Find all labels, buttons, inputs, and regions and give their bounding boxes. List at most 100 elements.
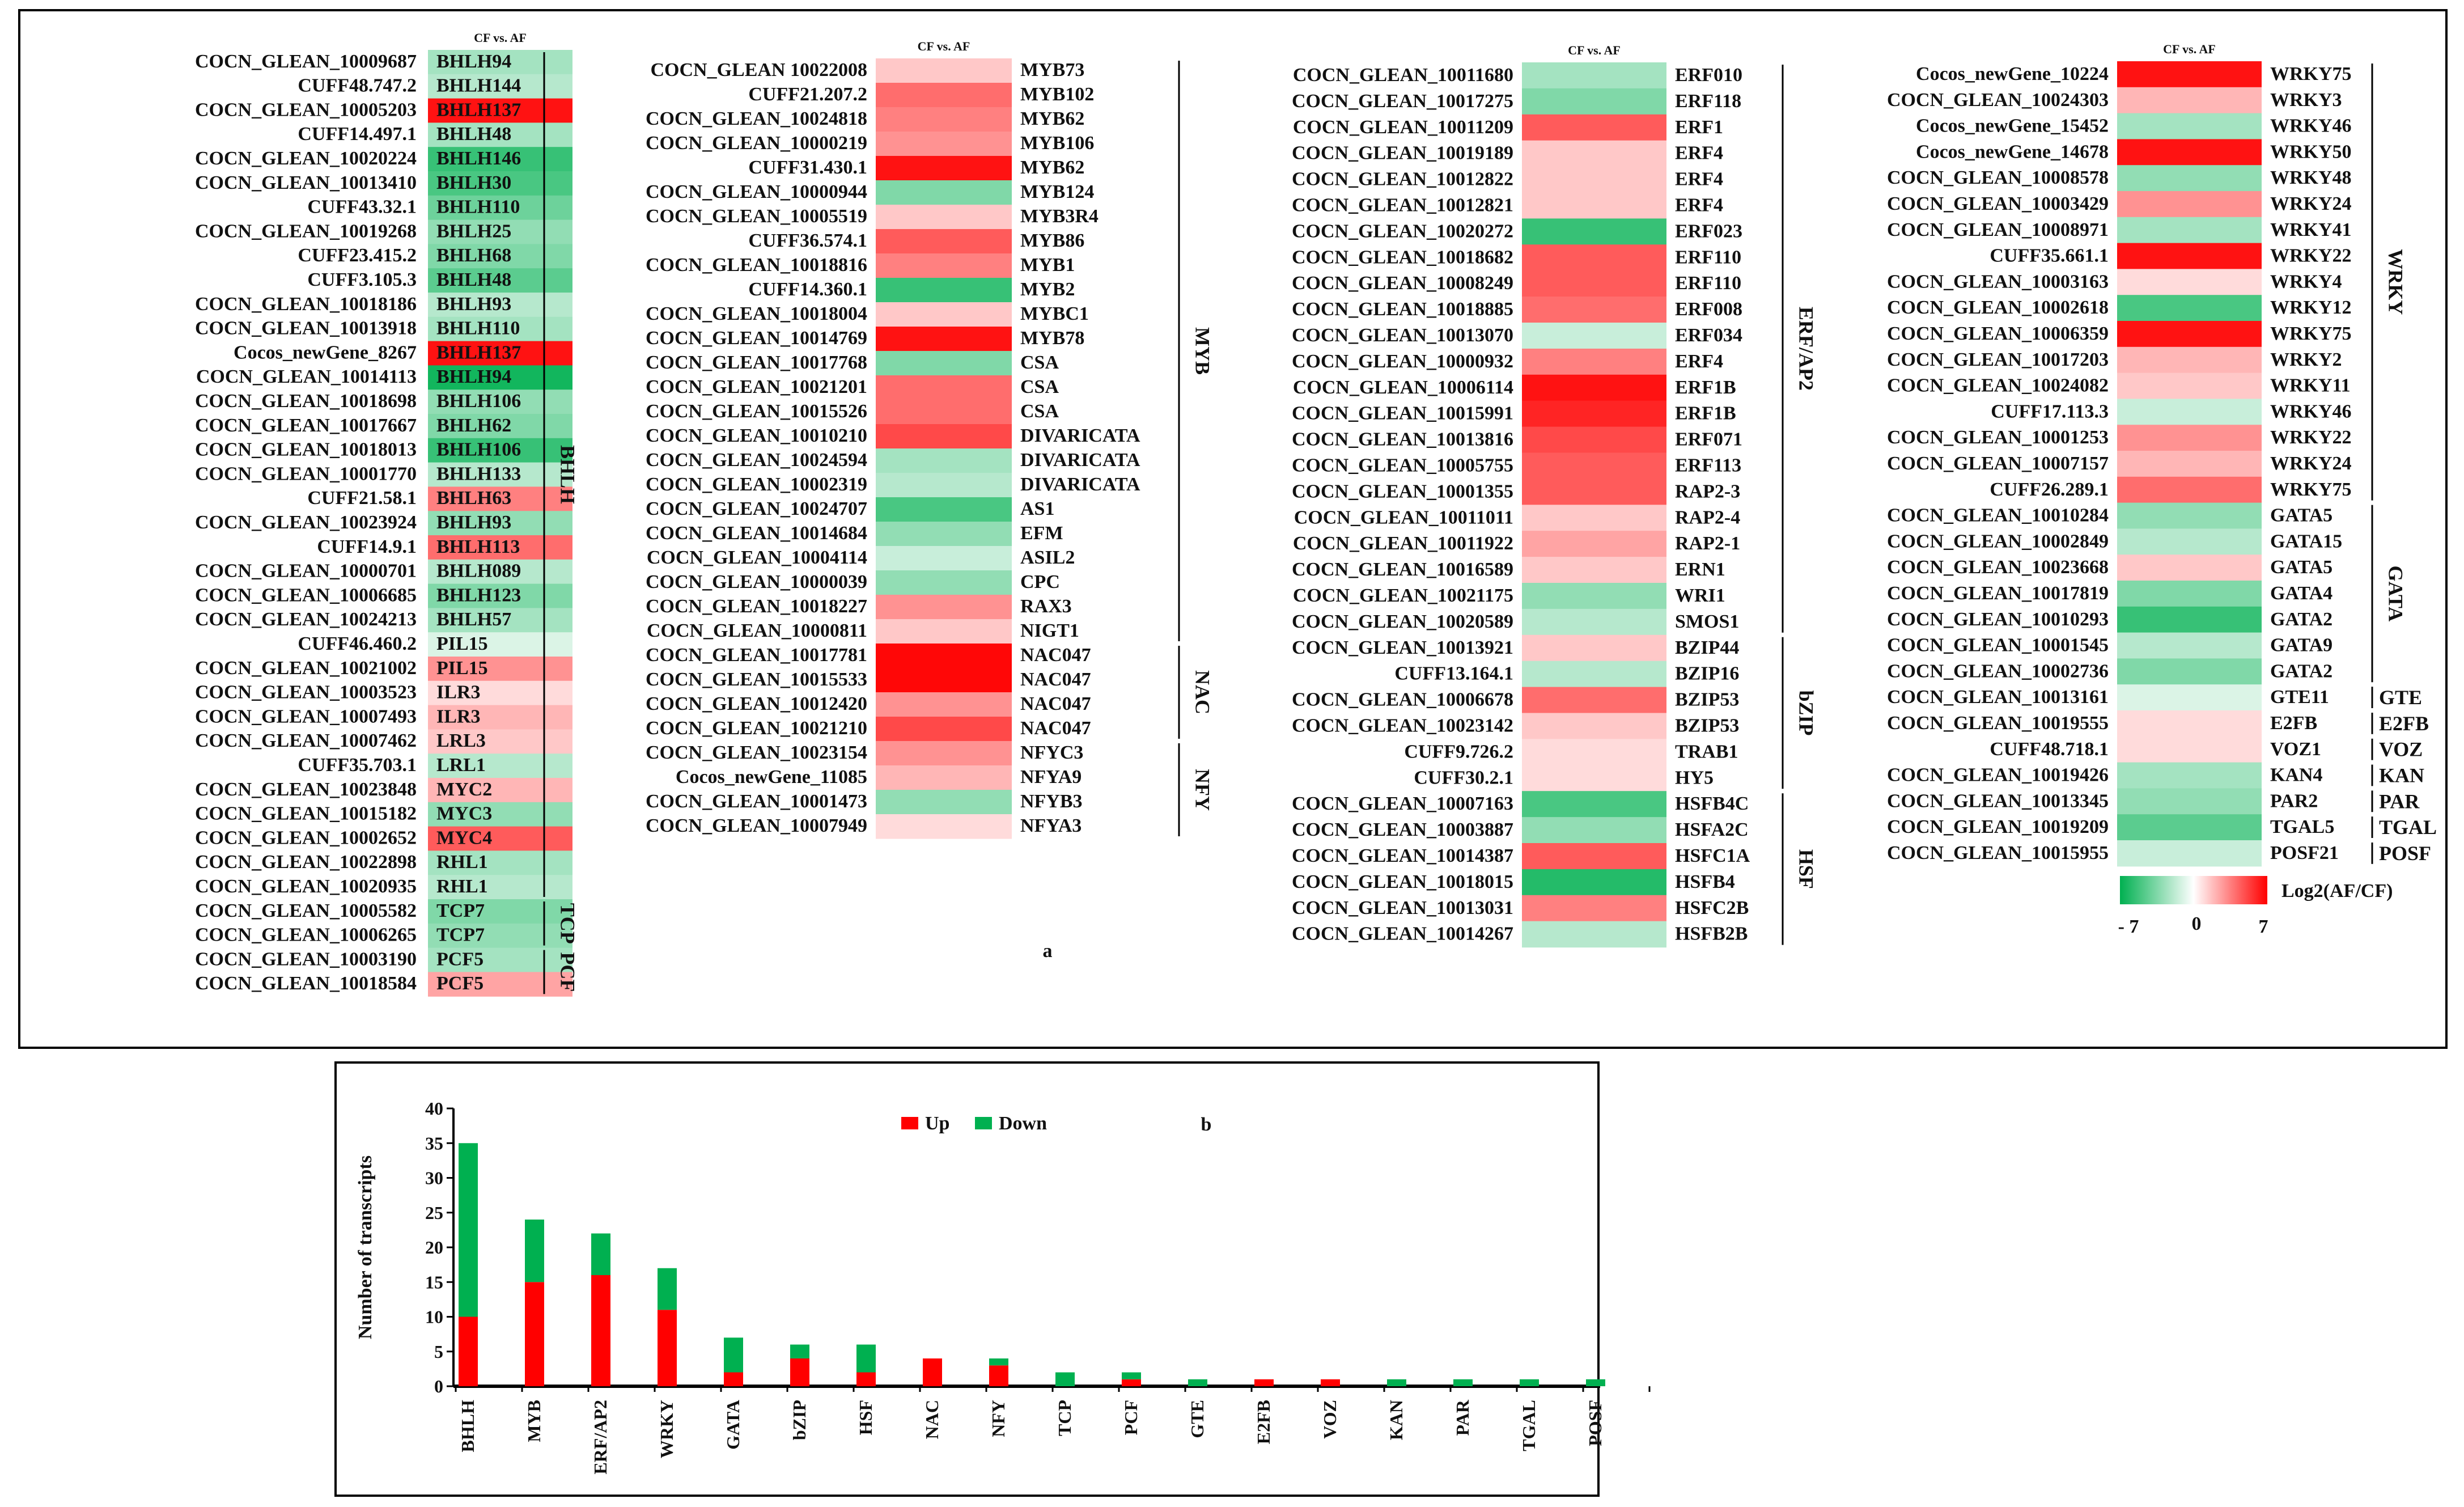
gene-name-label: BZIP53 [1675, 689, 1739, 710]
heatmap-cell [876, 595, 1012, 620]
gene-name-label: HY5 [1675, 767, 1714, 788]
heatmap-row: CUFF43.32.1 BHLH110 [307, 195, 572, 221]
heatmap-cell [428, 147, 572, 172]
transcript-id-label: COCN_GLEAN_10018816 [646, 255, 867, 276]
transcript-id-label: COCN_GLEAN_10003190 [195, 949, 417, 970]
gene-name-label: GATA2 [2270, 661, 2332, 681]
heatmap-cell [876, 327, 1012, 352]
heatmap-cell [1522, 88, 1666, 115]
transcript-id-label: COCN_GLEAN_10008971 [1887, 219, 2109, 240]
gene-name-label: NAC047 [1020, 693, 1091, 714]
bar-segment-down [856, 1344, 876, 1373]
heatmap-cell [876, 497, 1012, 522]
transcript-id-label: COCN_GLEAN_10002652 [195, 827, 417, 848]
transcript-id-label: COCN_GLEAN_10013031 [1292, 898, 1513, 918]
transcript-id-label: COCN_GLEAN_10024303 [1887, 90, 2109, 111]
gene-name-label: ERF1 [1675, 117, 1723, 138]
gene-name-label: VOZ1 [2270, 739, 2321, 760]
transcript-id-label: COCN_GLEAN_10000219 [646, 133, 867, 154]
bar-segment-up [790, 1358, 809, 1386]
transcript-id-label: COCN_GLEAN_10021210 [646, 718, 867, 739]
heatmap-cell [428, 74, 572, 99]
transcript-id-label: COCN_GLEAN_10017781 [646, 645, 867, 666]
heatmap-cell [2117, 710, 2262, 737]
heatmap-cell [1522, 62, 1666, 89]
gene-name-label: NAC047 [1020, 645, 1091, 666]
heatmap-row: COCN_GLEAN_10007462 LRL3 [195, 729, 572, 754]
bar-segment-up [1122, 1379, 1141, 1386]
gene-name-label: ERF008 [1675, 299, 1742, 320]
gene-name-label: LRL3 [436, 730, 486, 751]
heatmap-row: COCN_GLEAN_10006678 BZIP53 [1292, 687, 1739, 714]
transcript-id-label: COCN_GLEAN_10003523 [195, 682, 417, 703]
heatmap-row: CUFF48.718.1 VOZ1 [1990, 736, 2321, 763]
heatmap-cell [1522, 192, 1666, 219]
transcript-id-label: COCN_GLEAN_10007462 [195, 730, 417, 751]
gene-name-label: BHLH146 [436, 148, 521, 169]
heatmap-cell [1522, 765, 1666, 791]
x-category-label: NAC [922, 1400, 942, 1439]
transcript-id-label: COCN_GLEAN_10011680 [1293, 65, 1513, 86]
heatmap-cell [428, 875, 572, 900]
heatmap-cell [876, 790, 1012, 815]
transcript-id-label: COCN_GLEAN_10014684 [646, 523, 867, 544]
transcript-id-label: CUFF36.574.1 [748, 230, 867, 251]
transcript-id-label: COCN_GLEAN_10002849 [1887, 531, 2109, 552]
heatmap-cell [876, 473, 1012, 498]
heatmap-cell [876, 180, 1012, 205]
heatmap-cell [428, 850, 572, 875]
family-group: KAN [2371, 764, 2424, 787]
transcript-id-label: COCN_GLEAN_10020935 [195, 876, 417, 897]
gene-name-label: WRKY46 [2270, 116, 2352, 137]
heatmap-row: COCN_GLEAN_10012821 ERF4 [1292, 192, 1723, 219]
bar-segment-up [923, 1358, 942, 1386]
heatmap-cell [2117, 425, 2262, 451]
transcript-id-label: COCN_GLEAN_10013161 [1887, 687, 2109, 708]
heatmap-row: COCN_GLEAN_10018004 MYBC1 [646, 302, 1089, 327]
heatmap-cell [1522, 869, 1666, 896]
heatmap-cell [428, 657, 572, 681]
gene-name-label: GATA9 [2270, 635, 2332, 656]
heatmap-row: COCN_GLEAN_10003190 PCF5 [195, 947, 572, 972]
transcript-id-label: COCN_GLEAN_10010293 [1887, 609, 2109, 630]
heatmap-cell [876, 717, 1012, 742]
heatmap-cell [428, 899, 572, 924]
heatmap-cell [1522, 921, 1666, 948]
transcript-id-label: CUFF17.113.3 [1991, 401, 2109, 422]
heatmap-row: CUFF21.58.1 BHLH63 [307, 486, 572, 511]
heatmap-row: COCN_GLEAN_10015955 POSF21 [1887, 840, 2339, 867]
transcript-id-label: CUFF14.360.1 [748, 279, 867, 300]
legend-label-down: Down [999, 1113, 1047, 1134]
heatmap-row: COCN_GLEAN_10018186 BHLH93 [195, 293, 572, 318]
legend-swatch-down [975, 1117, 992, 1129]
heatmap-row: COCN_GLEAN_10023848 MYC2 [195, 778, 572, 803]
heatmap-row: Cocos_newGene_10224 WRKY75 [1916, 61, 2352, 88]
transcript-id-label: CUFF48.747.2 [298, 75, 417, 96]
y-tick-label: 20 [425, 1237, 443, 1258]
heatmap-row: COCN_GLEAN_10010293 GATA2 [1887, 606, 2332, 633]
transcript-id-label: COCN_GLEAN_10008578 [1887, 167, 2109, 188]
gene-name-label: GATA5 [2270, 557, 2332, 578]
heatmap-row: COCN_GLEAN_10003429 WRKY24 [1887, 191, 2352, 218]
heatmap-row: COCN_GLEAN_10021002 PIL15 [195, 657, 572, 681]
heatmap-row: CUFF17.113.3 WRKY46 [1991, 399, 2352, 425]
transcript-id-label: COCN_GLEAN 10022008 [650, 60, 867, 81]
heatmap-row: COCN_GLEAN_10005755 ERF113 [1292, 452, 1741, 479]
heatmap-row: CUFF46.460.2 PIL15 [298, 632, 572, 657]
family-label: ERF/AP2 [1795, 307, 1818, 391]
transcript-id-label: COCN_GLEAN_10003429 [1887, 193, 2109, 214]
heatmap-row: COCN_GLEAN_10008971 WRKY41 [1887, 217, 2352, 244]
gene-name-label: MYBC1 [1020, 303, 1089, 324]
gene-name-label: DIVARICATA [1020, 425, 1140, 446]
heatmap-cell [428, 365, 572, 390]
heatmap-row: COCN_GLEAN_10012822 ERF4 [1292, 166, 1723, 193]
heatmap-row: COCN_GLEAN_10018682 ERF110 [1292, 244, 1741, 271]
gene-name-label: RAP2-3 [1675, 481, 1740, 502]
heatmap-row: COCN_GLEAN_10024213 BHLH57 [195, 608, 572, 633]
transcript-id-label: COCN_GLEAN_10002618 [1887, 297, 2109, 318]
family-label: TGAL [2379, 816, 2437, 839]
heatmap-cell [428, 486, 572, 511]
gene-name-label: MYC2 [436, 779, 492, 800]
transcript-id-label: COCN_GLEAN_10005582 [195, 900, 417, 921]
